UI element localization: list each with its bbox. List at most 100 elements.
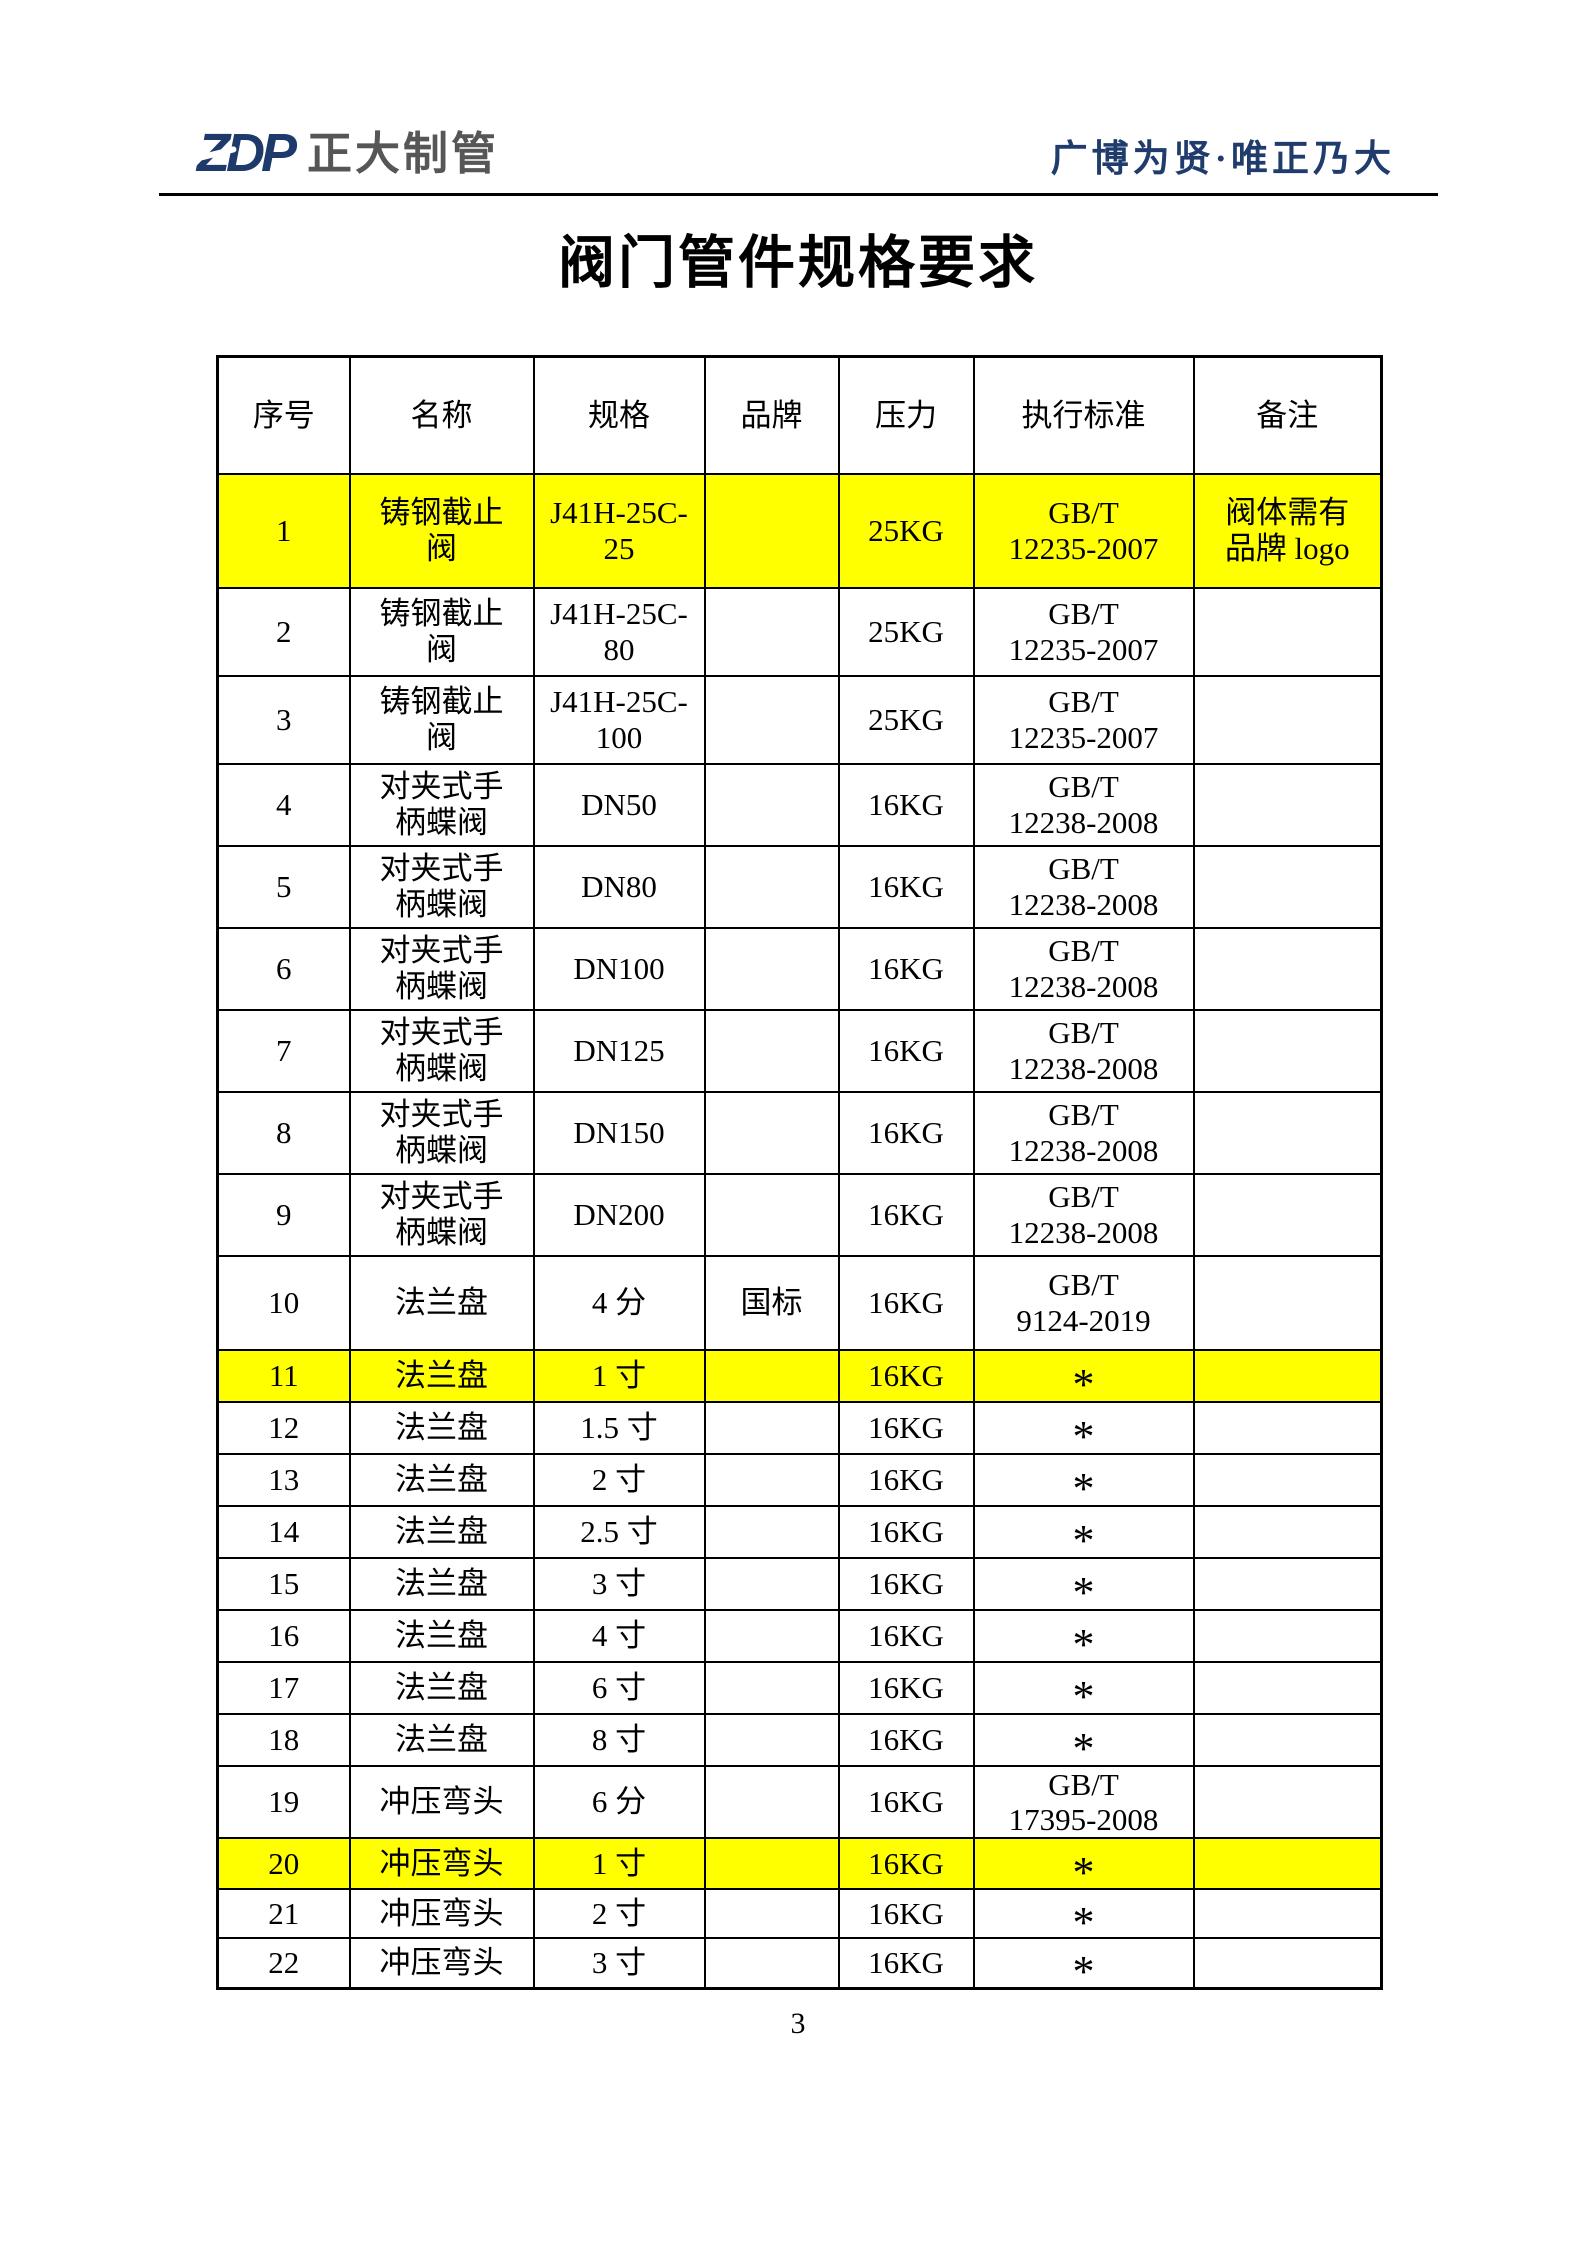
cell-no: 5 xyxy=(216,844,351,929)
cell-no: 21 xyxy=(216,1887,351,1939)
cell-text: DN80 xyxy=(581,868,657,904)
table-row: 9 对夹式手 柄蝶阀 DN200 16KG GB/T 12238-2008 xyxy=(216,1172,1383,1257)
cell-remark xyxy=(1192,1764,1383,1839)
cell-no: 15 xyxy=(216,1556,351,1611)
cell-text: J41H-25C- 80 xyxy=(550,596,688,667)
cell-brand xyxy=(703,1348,840,1403)
cell-brand xyxy=(703,1400,840,1455)
cell-pressure: 25KG xyxy=(837,674,975,765)
cell-text: DN50 xyxy=(581,786,657,822)
cell-name: 法兰盘 xyxy=(348,1400,535,1455)
cell-text: 对夹式手 柄蝶阀 xyxy=(379,1097,504,1168)
cell-brand xyxy=(703,1008,840,1093)
cell-remark xyxy=(1192,1660,1383,1715)
cell-text: GB/T 12238-2008 xyxy=(1008,1097,1159,1168)
cell-text: 6 xyxy=(276,950,292,986)
table-row: 21 冲压弯头 2 寸 16KG * xyxy=(216,1887,1383,1939)
cell-brand xyxy=(703,586,840,677)
cell-brand xyxy=(703,1172,840,1257)
cell-text: GB/T 12238-2008 xyxy=(1008,851,1159,922)
cell-name: 对夹式手 柄蝶阀 xyxy=(348,1090,535,1175)
cell-text: 法兰盘 xyxy=(395,1669,488,1705)
cell-text: 7 xyxy=(276,1032,292,1068)
cell-standard: * xyxy=(972,1836,1195,1890)
cell-text: 2 xyxy=(276,613,292,649)
cell-text: 2 寸 xyxy=(591,1461,647,1497)
cell-text: 1 xyxy=(276,512,292,548)
cell-name: 对夹式手 柄蝶阀 xyxy=(348,926,535,1011)
cell-text: 4 分 xyxy=(591,1284,647,1320)
cell-name: 法兰盘 xyxy=(348,1608,535,1663)
table-row: 12 法兰盘 1.5 寸 16KG * xyxy=(216,1400,1383,1455)
cell-spec: 3 寸 xyxy=(532,1556,706,1611)
cell-text: 对夹式手 柄蝶阀 xyxy=(379,851,504,922)
cell-standard: * xyxy=(972,1400,1195,1455)
cell-text: 16KG xyxy=(868,1945,944,1981)
cell-pressure: 16KG xyxy=(837,1887,975,1939)
cell-text: GB/T 9124-2019 xyxy=(1016,1267,1151,1338)
cell-standard: GB/T 12238-2008 xyxy=(972,844,1195,929)
cell-text: 2 寸 xyxy=(591,1895,647,1931)
column-header-spec: 规格 xyxy=(532,355,706,475)
cell-name: 对夹式手 柄蝶阀 xyxy=(348,762,535,847)
cell-remark xyxy=(1192,586,1383,677)
cell-no: 1 xyxy=(216,472,351,589)
table-row: 13 法兰盘 2 寸 16KG * xyxy=(216,1452,1383,1507)
cell-no: 14 xyxy=(216,1504,351,1559)
cell-text: 16KG xyxy=(868,1284,944,1320)
cell-name: 法兰盘 xyxy=(348,1556,535,1611)
cell-spec: 6 寸 xyxy=(532,1660,706,1715)
cell-pressure: 16KG xyxy=(837,1400,975,1455)
cell-text: 19 xyxy=(268,1784,300,1819)
cell-name: 对夹式手 柄蝶阀 xyxy=(348,1008,535,1093)
cell-text: 6 寸 xyxy=(591,1669,647,1705)
cell-brand xyxy=(703,1660,840,1715)
cell-text: 冲压弯头 xyxy=(379,1845,504,1881)
page-number: 3 xyxy=(790,2007,806,2040)
cell-standard: GB/T 17395-2008 xyxy=(972,1764,1195,1839)
cell-brand xyxy=(703,1504,840,1559)
cell-text: 16KG xyxy=(868,1669,944,1705)
table-row: 7 对夹式手 柄蝶阀 DN125 16KG GB/T 12238-2008 xyxy=(216,1008,1383,1093)
cell-remark xyxy=(1192,1887,1383,1939)
cell-pressure: 16KG xyxy=(837,926,975,1011)
cell-brand: 国标 xyxy=(703,1254,840,1351)
cell-text: 16KG xyxy=(868,1895,944,1931)
cell-text: 25KG xyxy=(868,512,944,548)
cell-text: 4 寸 xyxy=(591,1617,647,1653)
cell-text: 14 xyxy=(268,1513,300,1549)
cell-no: 8 xyxy=(216,1090,351,1175)
cell-text: 冲压弯头 xyxy=(379,1895,504,1931)
cell-standard: GB/T 12238-2008 xyxy=(972,926,1195,1011)
cell-text: 3 寸 xyxy=(591,1565,647,1601)
cell-text: 20 xyxy=(268,1845,300,1881)
cell-standard: GB/T 9124-2019 xyxy=(972,1254,1195,1351)
table-head: 序号 名称 规格 品牌 压力 执行标准 备注 xyxy=(216,355,1383,475)
cell-remark xyxy=(1192,1556,1383,1611)
cell-text: 1 寸 xyxy=(591,1845,647,1881)
cell-standard: GB/T 12238-2008 xyxy=(972,762,1195,847)
cell-spec: 4 寸 xyxy=(532,1608,706,1663)
cell-no: 11 xyxy=(216,1348,351,1403)
cell-spec: DN125 xyxy=(532,1008,706,1093)
table-row: 8 对夹式手 柄蝶阀 DN150 16KG GB/T 12238-2008 xyxy=(216,1090,1383,1175)
cell-text: 对夹式手 柄蝶阀 xyxy=(379,1179,504,1250)
cell-text: 法兰盘 xyxy=(395,1409,488,1445)
cell-text: GB/T 12235-2007 xyxy=(1008,596,1159,667)
cell-name: 冲压弯头 xyxy=(348,1936,535,1990)
cell-text: 21 xyxy=(268,1895,300,1931)
table-row: 22 冲压弯头 3 寸 16KG * xyxy=(216,1936,1383,1990)
cell-remark xyxy=(1192,1712,1383,1767)
cell-brand xyxy=(703,1836,840,1890)
cell-text: 1.5 寸 xyxy=(580,1409,658,1445)
cell-spec: J41H-25C- 80 xyxy=(532,586,706,677)
cell-no: 9 xyxy=(216,1172,351,1257)
cell-remark xyxy=(1192,1836,1383,1890)
cell-text: 16KG xyxy=(868,1565,944,1601)
cell-text: 铸钢截止 阀 xyxy=(379,684,504,755)
cell-no: 16 xyxy=(216,1608,351,1663)
table-row: 5 对夹式手 柄蝶阀 DN80 16KG GB/T 12238-2008 xyxy=(216,844,1383,929)
cell-no: 4 xyxy=(216,762,351,847)
cell-name: 法兰盘 xyxy=(348,1452,535,1507)
cell-spec: DN50 xyxy=(532,762,706,847)
